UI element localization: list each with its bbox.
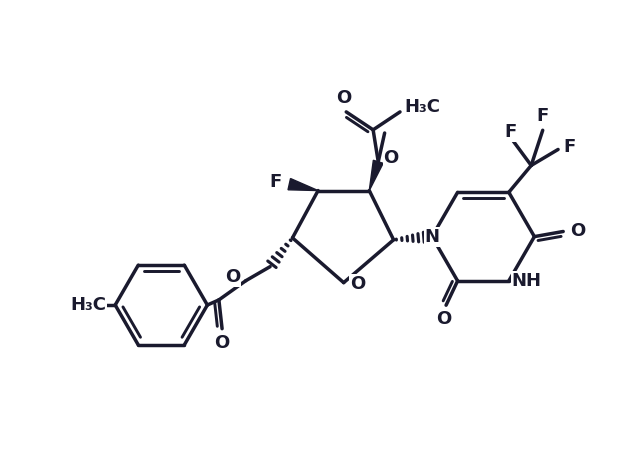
Polygon shape	[288, 179, 318, 190]
Text: O: O	[350, 275, 365, 293]
Text: O: O	[225, 268, 241, 286]
Text: NH: NH	[512, 272, 541, 290]
Text: H₃C: H₃C	[70, 296, 106, 314]
Text: O: O	[436, 310, 451, 328]
Text: F: F	[269, 172, 282, 191]
Text: N: N	[424, 227, 440, 246]
Text: F: F	[504, 123, 517, 141]
Polygon shape	[369, 160, 383, 190]
Text: H₃C: H₃C	[404, 98, 440, 116]
Text: O: O	[570, 222, 585, 241]
Text: F: F	[536, 107, 549, 125]
Text: O: O	[214, 334, 230, 352]
Text: O: O	[383, 149, 399, 167]
Text: F: F	[563, 138, 576, 156]
Text: O: O	[336, 89, 351, 107]
